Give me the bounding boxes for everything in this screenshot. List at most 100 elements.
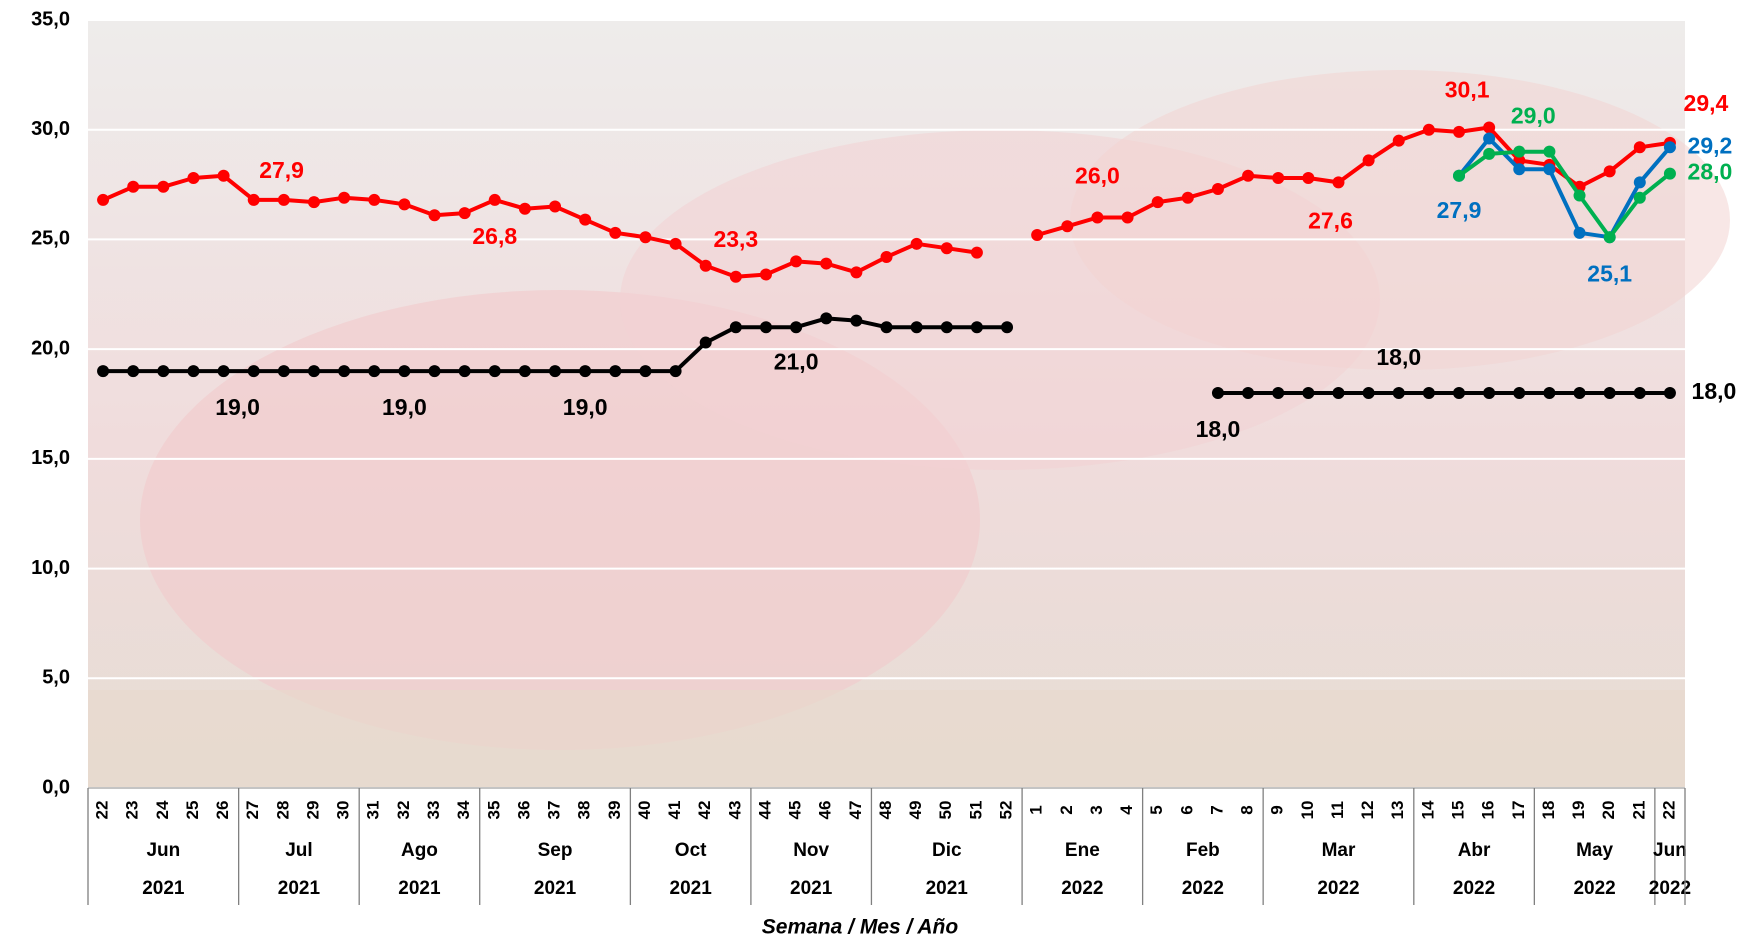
- data-point: [699, 336, 712, 349]
- data-point: [1001, 321, 1014, 334]
- y-tick-label: 35,0: [31, 8, 70, 30]
- y-tick-label: 20,0: [31, 337, 70, 359]
- data-label: 29,2: [1688, 132, 1733, 158]
- data-label: 18,0: [1692, 378, 1737, 404]
- data-point: [609, 365, 622, 378]
- x-tick-label: 37: [545, 801, 564, 820]
- data-point: [127, 180, 140, 193]
- x-tick-label: 52: [997, 801, 1016, 820]
- data-point: [307, 365, 320, 378]
- x-tick-label: 11: [1328, 801, 1347, 819]
- data-point: [1633, 141, 1646, 154]
- month-label: Jun: [146, 840, 180, 861]
- x-tick-label: 40: [635, 801, 654, 820]
- data-point: [1332, 387, 1345, 400]
- data-point: [1663, 167, 1676, 180]
- data-point: [247, 193, 260, 206]
- x-tick-label: 10: [1298, 801, 1317, 820]
- data-point: [1603, 231, 1616, 244]
- x-tick-label: 33: [424, 801, 443, 820]
- x-tick-label: 50: [936, 801, 955, 820]
- data-point: [458, 365, 471, 378]
- x-tick-label: 47: [846, 801, 865, 820]
- data-point: [247, 365, 260, 378]
- data-point: [1061, 220, 1074, 233]
- month-label: Ene: [1065, 840, 1100, 861]
- x-tick-label: 20: [1599, 801, 1618, 820]
- data-point: [970, 321, 983, 334]
- data-point: [1603, 387, 1616, 400]
- x-tick-label: 27: [243, 801, 262, 820]
- x-tick-label: 42: [695, 801, 714, 820]
- x-tick-label: 41: [665, 801, 684, 820]
- year-label: 2021: [926, 878, 969, 899]
- data-point: [910, 237, 923, 250]
- data-point: [1483, 132, 1496, 145]
- data-point: [1031, 229, 1044, 242]
- data-point: [97, 365, 110, 378]
- x-axis-title: Semana / Mes / Año: [762, 916, 959, 939]
- data-point: [1272, 171, 1285, 184]
- data-point: [1332, 176, 1345, 189]
- data-point: [1422, 387, 1435, 400]
- data-point: [1362, 154, 1375, 167]
- x-tick-label: 36: [514, 801, 533, 820]
- y-tick-label: 0,0: [42, 776, 70, 798]
- data-point: [1453, 169, 1466, 182]
- y-tick-label: 5,0: [42, 667, 70, 689]
- data-point: [1513, 387, 1526, 400]
- data-point: [940, 242, 953, 255]
- data-point: [1422, 123, 1435, 136]
- x-tick-label: 31: [364, 801, 383, 820]
- data-point: [1272, 387, 1285, 400]
- x-tick-label: 2: [1057, 805, 1076, 814]
- data-point: [850, 266, 863, 279]
- data-point: [1573, 226, 1586, 239]
- data-label: 26,8: [472, 223, 517, 249]
- x-tick-label: 29: [303, 801, 322, 820]
- month-label: Ago: [401, 840, 438, 861]
- x-tick-label: 5: [1147, 805, 1166, 814]
- month-label: Mar: [1322, 840, 1356, 861]
- year-label: 2022: [1061, 878, 1103, 899]
- data-point: [1603, 165, 1616, 178]
- data-point: [338, 191, 351, 204]
- x-tick-label: 32: [394, 801, 413, 820]
- x-tick-label: 16: [1479, 801, 1498, 820]
- data-point: [1211, 182, 1224, 195]
- data-point: [1302, 171, 1315, 184]
- data-point: [398, 198, 411, 211]
- data-label: 18,0: [1376, 344, 1421, 370]
- x-tick-label: 21: [1629, 801, 1648, 820]
- data-point: [1513, 145, 1526, 158]
- x-tick-label: 8: [1238, 805, 1257, 814]
- series-line: [1457, 136, 1672, 240]
- data-point: [1633, 176, 1646, 189]
- data-point: [910, 321, 923, 334]
- data-point: [307, 196, 320, 209]
- x-tick-label: 25: [183, 801, 202, 820]
- month-label: Nov: [793, 840, 829, 861]
- data-point: [970, 246, 983, 259]
- data-point: [1543, 145, 1556, 158]
- data-point: [1543, 387, 1556, 400]
- x-tick-label: 26: [213, 801, 232, 820]
- data-point: [1362, 387, 1375, 400]
- year-label: 2021: [142, 878, 185, 899]
- data-label: 27,9: [259, 157, 304, 183]
- data-point: [759, 321, 772, 334]
- data-label: 18,0: [1196, 416, 1241, 442]
- x-tick-label: 18: [1539, 801, 1558, 820]
- year-label: 2022: [1453, 878, 1495, 899]
- data-point: [1483, 147, 1496, 160]
- data-point: [790, 321, 803, 334]
- x-tick-label: 24: [153, 800, 172, 819]
- data-point: [368, 193, 381, 206]
- data-label: 21,0: [774, 348, 819, 374]
- data-point: [1392, 387, 1405, 400]
- x-tick-label: 12: [1358, 801, 1377, 820]
- x-tick-label: 39: [605, 801, 624, 820]
- year-label: 2021: [534, 878, 577, 899]
- month-label: Jun: [1653, 840, 1687, 861]
- data-point: [729, 270, 742, 283]
